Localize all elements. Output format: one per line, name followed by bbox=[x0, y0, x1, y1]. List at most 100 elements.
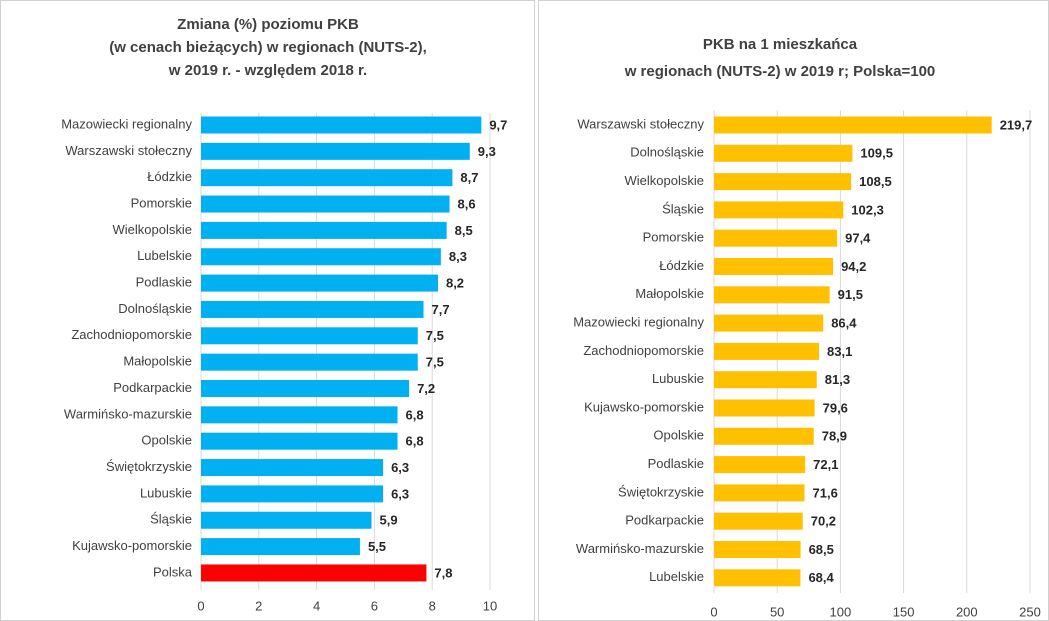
chart-title: PKB na 1 mieszkańca bbox=[703, 36, 858, 53]
category-label: Zachodniopomorskie bbox=[71, 327, 192, 342]
bar bbox=[714, 399, 815, 417]
value-label: 109,5 bbox=[860, 146, 893, 161]
bar bbox=[201, 564, 427, 582]
value-label: 6,3 bbox=[391, 486, 409, 501]
value-label: 219,7 bbox=[1000, 117, 1033, 132]
chart-title: (w cenach bieżących) w regionach (NUTS-2… bbox=[109, 39, 427, 56]
category-label: Świętokrzyskie bbox=[618, 484, 704, 499]
category-label: Kujawsko-pomorskie bbox=[584, 399, 704, 414]
bar bbox=[201, 300, 424, 318]
bar bbox=[201, 221, 447, 239]
value-label: 5,9 bbox=[380, 513, 398, 528]
value-label: 8,6 bbox=[458, 196, 476, 211]
category-label: Opolskie bbox=[653, 428, 704, 443]
category-label: Wielkopolskie bbox=[113, 222, 192, 237]
bar bbox=[714, 541, 801, 558]
x-tick-label: 10 bbox=[483, 598, 497, 613]
bar bbox=[714, 484, 805, 502]
category-label: Dolnośląskie bbox=[630, 145, 704, 160]
category-label: Kujawsko-pomorskie bbox=[72, 538, 192, 553]
value-label: 108,5 bbox=[859, 174, 892, 189]
category-label: Warmińsko-mazurskie bbox=[64, 406, 192, 421]
chart-title: Zmiana (%) poziomu PKB bbox=[177, 16, 359, 33]
x-tick-label: 250 bbox=[1019, 604, 1041, 619]
value-label: 7,8 bbox=[434, 565, 452, 580]
chart-title: w regionach (NUTS-2) w 2019 r; Polska=10… bbox=[624, 63, 936, 80]
category-label: Podkarpackie bbox=[113, 380, 192, 395]
value-label: 81,3 bbox=[825, 372, 850, 387]
value-label: 102,3 bbox=[851, 202, 884, 217]
bar bbox=[714, 286, 830, 304]
bar bbox=[201, 380, 410, 397]
x-tick-label: 0 bbox=[197, 598, 204, 613]
category-label: Śląskie bbox=[150, 512, 192, 527]
bar bbox=[201, 116, 482, 134]
value-label: 79,6 bbox=[823, 400, 848, 415]
value-label: 7,5 bbox=[426, 355, 444, 370]
bar bbox=[714, 569, 801, 587]
bar bbox=[201, 327, 418, 345]
x-tick-label: 200 bbox=[956, 604, 978, 619]
category-label: Małopolskie bbox=[635, 286, 704, 301]
bar bbox=[201, 195, 450, 213]
category-label: Pomorskie bbox=[131, 195, 192, 210]
x-tick-label: 8 bbox=[429, 598, 436, 613]
category-label: Mazowiecki regionalny bbox=[573, 315, 704, 330]
category-label: Polska bbox=[153, 564, 193, 579]
bar bbox=[201, 406, 398, 424]
bar bbox=[714, 371, 817, 389]
chart-title: w 2019 r. - względem 2018 r. bbox=[168, 62, 367, 79]
x-tick-label: 150 bbox=[893, 604, 915, 619]
category-label: Lubelskie bbox=[137, 248, 192, 263]
category-label: Lubelskie bbox=[649, 569, 704, 584]
category-label: Śląskie bbox=[662, 201, 704, 216]
value-label: 9,7 bbox=[489, 117, 507, 132]
value-label: 7,2 bbox=[417, 381, 435, 396]
category-label: Wielkopolskie bbox=[625, 173, 704, 188]
category-label: Warszawski stołeczny bbox=[577, 116, 704, 131]
value-label: 78,9 bbox=[822, 429, 847, 444]
bar bbox=[201, 248, 441, 266]
category-label: Łódzkie bbox=[147, 169, 192, 184]
value-label: 86,4 bbox=[831, 316, 857, 331]
x-tick-label: 2 bbox=[255, 598, 262, 613]
bar bbox=[714, 314, 824, 332]
category-label: Mazowiecki regionalny bbox=[61, 116, 192, 131]
category-label: Podlaskie bbox=[136, 275, 192, 290]
value-label: 83,1 bbox=[827, 344, 852, 359]
bar bbox=[714, 144, 853, 162]
category-label: Podkarpackie bbox=[625, 513, 704, 528]
category-label: Podlaskie bbox=[648, 456, 704, 471]
x-tick-label: 50 bbox=[770, 604, 784, 619]
bar bbox=[714, 427, 814, 445]
bar bbox=[201, 459, 384, 477]
bar bbox=[201, 169, 453, 187]
category-label: Świętokrzyskie bbox=[106, 459, 192, 474]
bar bbox=[714, 512, 803, 530]
bar bbox=[201, 485, 384, 503]
value-label: 91,5 bbox=[838, 287, 863, 302]
bar bbox=[201, 432, 398, 450]
category-label: Lubuskie bbox=[140, 485, 192, 500]
value-label: 6,8 bbox=[406, 407, 424, 422]
category-label: Zachodniopomorskie bbox=[583, 343, 704, 358]
category-label: Lubuskie bbox=[652, 371, 704, 386]
category-label: Warmińsko-mazurskie bbox=[576, 541, 704, 556]
category-label: Warszawski stołeczny bbox=[65, 143, 192, 158]
bar bbox=[201, 353, 418, 371]
value-label: 6,3 bbox=[391, 460, 409, 475]
category-label: Małopolskie bbox=[123, 354, 192, 369]
value-label: 97,4 bbox=[845, 231, 871, 246]
x-tick-label: 4 bbox=[313, 598, 320, 613]
bar bbox=[714, 229, 838, 247]
value-label: 7,5 bbox=[426, 328, 444, 343]
value-label: 9,3 bbox=[478, 144, 496, 159]
value-label: 8,7 bbox=[460, 170, 478, 185]
value-label: 72,1 bbox=[813, 457, 838, 472]
category-label: Łódzkie bbox=[659, 258, 704, 273]
bar bbox=[201, 142, 470, 160]
bar bbox=[714, 173, 852, 191]
bar bbox=[714, 342, 820, 360]
value-label: 7,7 bbox=[432, 302, 450, 317]
